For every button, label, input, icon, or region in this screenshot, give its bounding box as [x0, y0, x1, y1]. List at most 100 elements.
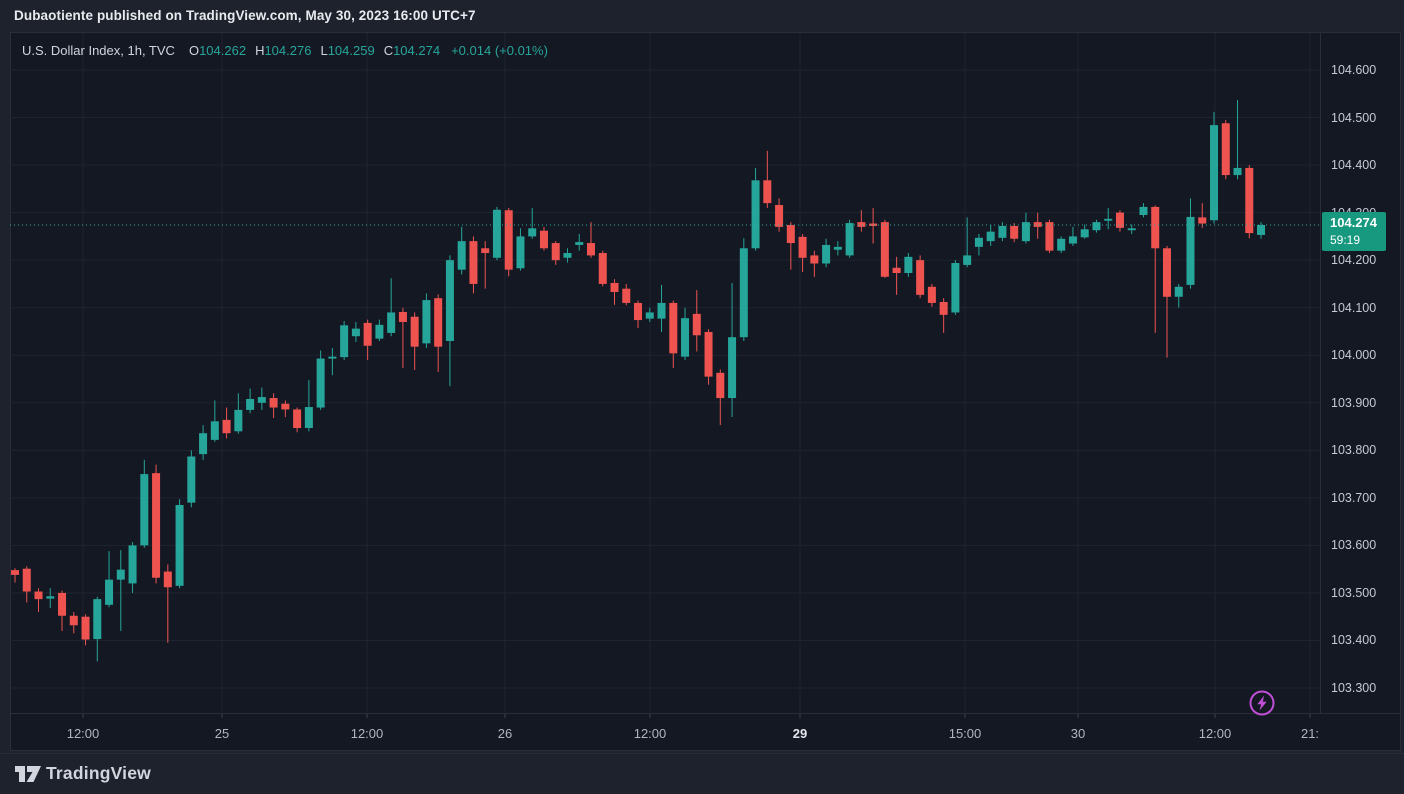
price-axis-label: 104.600	[1331, 63, 1377, 77]
candle	[328, 348, 337, 376]
candle	[304, 379, 313, 432]
candle	[93, 596, 102, 662]
candle	[586, 222, 595, 258]
price-axis-label: 103.600	[1331, 538, 1377, 553]
candle	[657, 284, 666, 332]
candle	[222, 407, 231, 439]
candle	[128, 542, 137, 593]
candle	[539, 226, 548, 251]
candle	[1221, 119, 1230, 180]
candle	[481, 241, 490, 289]
candle	[175, 499, 184, 589]
candle	[163, 564, 172, 643]
candle	[869, 207, 878, 244]
last-price-value: 104.274	[1330, 215, 1377, 230]
candle	[387, 278, 396, 337]
candle	[246, 388, 255, 414]
candle	[1045, 219, 1054, 254]
chart-legend: U.S. Dollar Index, 1h, TVC O104.262 H104.2…	[22, 43, 548, 59]
time-axis-label: 21:	[1300, 726, 1320, 741]
candle	[739, 238, 748, 341]
candle	[199, 425, 208, 460]
candle	[798, 234, 807, 273]
candle	[434, 294, 443, 372]
candle	[833, 241, 842, 256]
candle	[763, 150, 772, 208]
candle	[622, 283, 631, 306]
last-price-badge: 104.274 59:19	[1322, 212, 1386, 251]
time-axis-label: 12:00	[633, 726, 667, 741]
candle	[916, 255, 925, 299]
candle	[786, 222, 795, 270]
price-axis-label: 103.900	[1331, 395, 1377, 410]
chart-widget[interactable]	[10, 32, 1401, 751]
candle	[880, 219, 889, 278]
candle	[1210, 111, 1219, 224]
candle	[610, 279, 619, 305]
snapshot-attribution: Dubaotiente published on TradingView.com…	[14, 8, 476, 23]
ohlc-close: C104.274	[383, 43, 441, 58]
symbol-title: U.S. Dollar Index, 1h, TVC	[22, 43, 175, 58]
ohlc-low: L104.259	[320, 43, 375, 58]
bar-countdown: 59:19	[1330, 233, 1361, 247]
tradingview-wordmark[interactable]: TradingView	[46, 763, 151, 783]
candle	[469, 236, 478, 294]
candle	[492, 206, 501, 261]
candle	[692, 290, 701, 352]
price-axis-label: 103.400	[1331, 633, 1377, 648]
candle	[34, 588, 43, 612]
candle	[340, 321, 349, 360]
candle	[716, 369, 725, 426]
time-axis-label: 25	[214, 726, 230, 741]
candle	[1057, 236, 1066, 254]
lightning-icon[interactable]	[1248, 689, 1276, 717]
time-axis-label: 12:00	[350, 726, 384, 741]
candle	[1257, 222, 1266, 239]
candle	[1162, 245, 1171, 358]
candle	[857, 210, 866, 232]
candle	[751, 167, 760, 251]
candle	[281, 400, 290, 418]
candle	[69, 611, 78, 634]
price-axis-label: 104.500	[1331, 110, 1377, 125]
time-axis-label: 12:00	[1198, 726, 1232, 741]
candlestick-chart-canvas[interactable]	[10, 33, 1401, 751]
price-axis-label: 103.800	[1331, 443, 1377, 458]
ohlc-open: O104.262	[188, 43, 247, 58]
candle	[516, 228, 525, 271]
footer-bar: TradingView	[0, 753, 1404, 794]
candle	[1068, 226, 1077, 246]
candle	[598, 250, 607, 287]
time-axis-label: 29	[792, 726, 808, 741]
price-axis-label: 104.100	[1331, 300, 1377, 315]
candle	[1174, 283, 1183, 308]
price-axis-divider	[1320, 33, 1321, 713]
time-axis-divider	[11, 713, 1400, 714]
time-axis-label: 12:00	[66, 726, 100, 741]
candle	[269, 393, 278, 418]
candle	[351, 321, 360, 342]
ohlc-high: H104.276	[255, 43, 312, 58]
candle	[398, 307, 407, 369]
tradingview-logo-icon[interactable]	[14, 765, 42, 785]
candle	[46, 588, 55, 609]
price-change: +0.014 (+0.01%)	[451, 43, 548, 58]
candle	[528, 207, 537, 239]
candle	[645, 307, 654, 322]
candle	[669, 300, 678, 369]
candle	[152, 464, 161, 584]
candle	[551, 241, 560, 265]
price-axis-label: 104.000	[1331, 348, 1377, 363]
time-axis-label: 15:00	[948, 726, 982, 741]
candle	[974, 234, 983, 256]
candle	[1245, 165, 1254, 239]
candle	[1198, 203, 1207, 228]
candle	[410, 312, 419, 370]
candle	[810, 250, 819, 277]
candle	[951, 260, 960, 315]
candle	[1186, 198, 1195, 289]
price-axis-label: 104.200	[1331, 253, 1377, 268]
candle	[257, 387, 266, 410]
candle	[681, 307, 690, 360]
